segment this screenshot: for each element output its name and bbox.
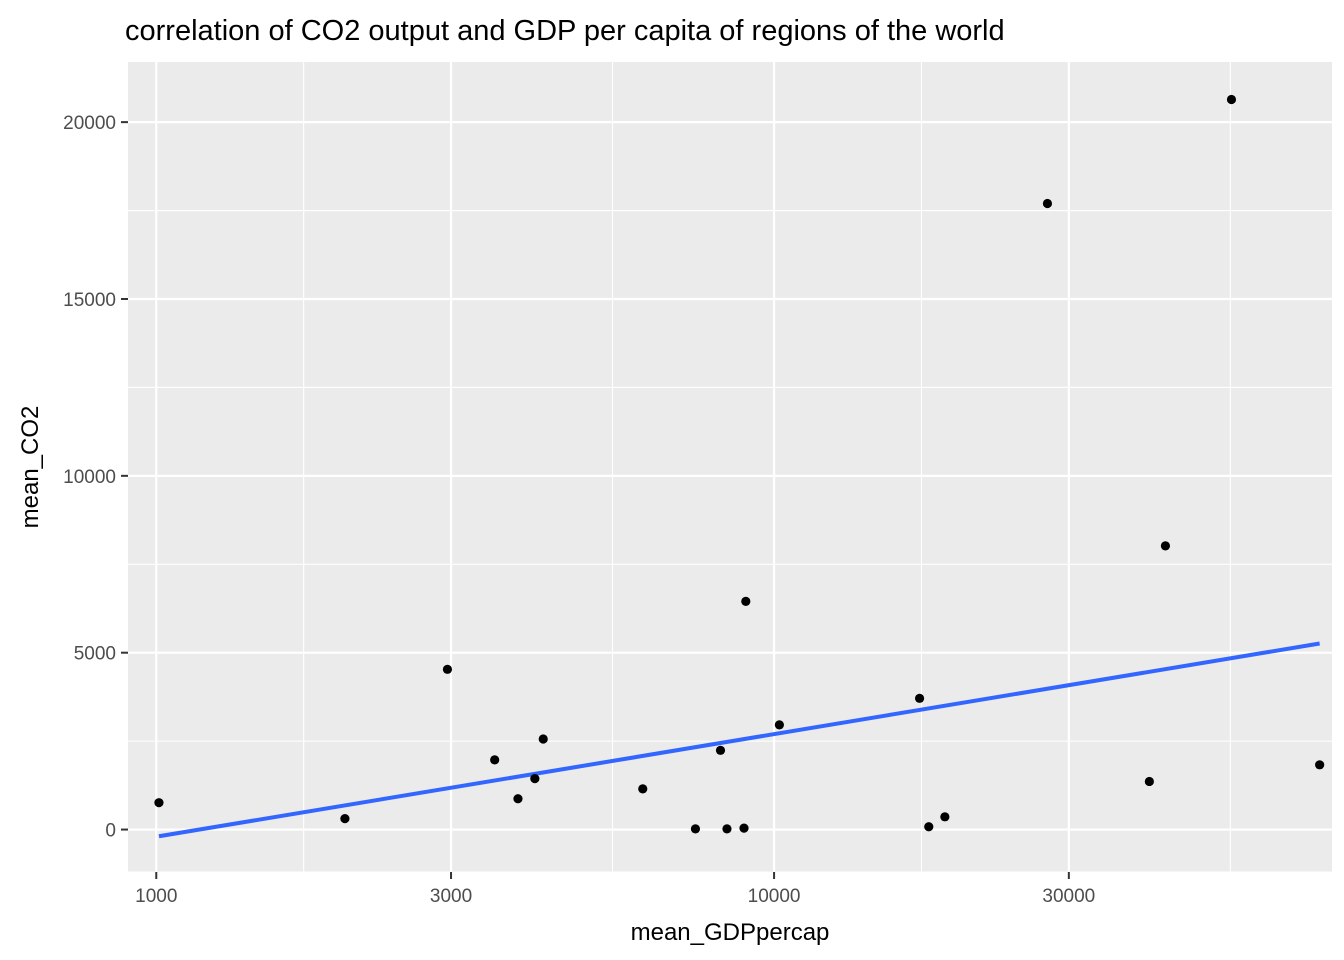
y-tick-label: 20000 <box>63 113 116 134</box>
data-point <box>638 784 648 794</box>
x-tick-label: 10000 <box>748 886 801 907</box>
x-tick-label: 30000 <box>1042 886 1095 907</box>
x-axis-title: mean_GDPpercap <box>631 919 830 946</box>
data-point <box>914 693 925 703</box>
x-tick-label: 1000 <box>135 886 177 907</box>
trend-line <box>158 641 1320 839</box>
data-point <box>741 596 751 607</box>
data-point <box>924 822 934 832</box>
y-axis-ticks: 0 5000 10000 15000 20000 <box>63 113 128 842</box>
data-point <box>513 794 523 804</box>
y-tick-label: 0 <box>105 821 116 842</box>
trend-line-layer <box>158 641 1320 839</box>
data-point <box>940 812 950 822</box>
data-point <box>1315 760 1325 770</box>
data-point <box>1160 541 1171 551</box>
data-point <box>1144 776 1154 787</box>
plot-panel <box>128 62 1332 872</box>
data-point <box>530 774 540 784</box>
data-point <box>538 734 548 744</box>
data-point <box>739 823 749 833</box>
y-tick-label: 15000 <box>63 290 116 311</box>
data-point <box>442 664 453 674</box>
data-point <box>690 824 701 834</box>
y-axis-title: mean_CO2 <box>17 406 44 529</box>
data-point <box>1226 94 1237 105</box>
data-points <box>154 94 1325 834</box>
x-tick-label: 3000 <box>430 886 472 907</box>
y-tick-label: 10000 <box>63 467 116 488</box>
data-point <box>774 720 784 730</box>
chart-title: correlation of CO2 output and GDP per ca… <box>125 15 1005 47</box>
x-axis-ticks: 1000 3000 10000 30000 <box>135 872 1095 907</box>
data-point <box>1042 198 1053 209</box>
data-point <box>715 745 726 755</box>
data-point <box>154 798 164 808</box>
y-tick-label: 5000 <box>74 644 116 665</box>
data-point <box>722 824 732 834</box>
data-point <box>490 755 500 765</box>
data-point <box>340 813 350 824</box>
